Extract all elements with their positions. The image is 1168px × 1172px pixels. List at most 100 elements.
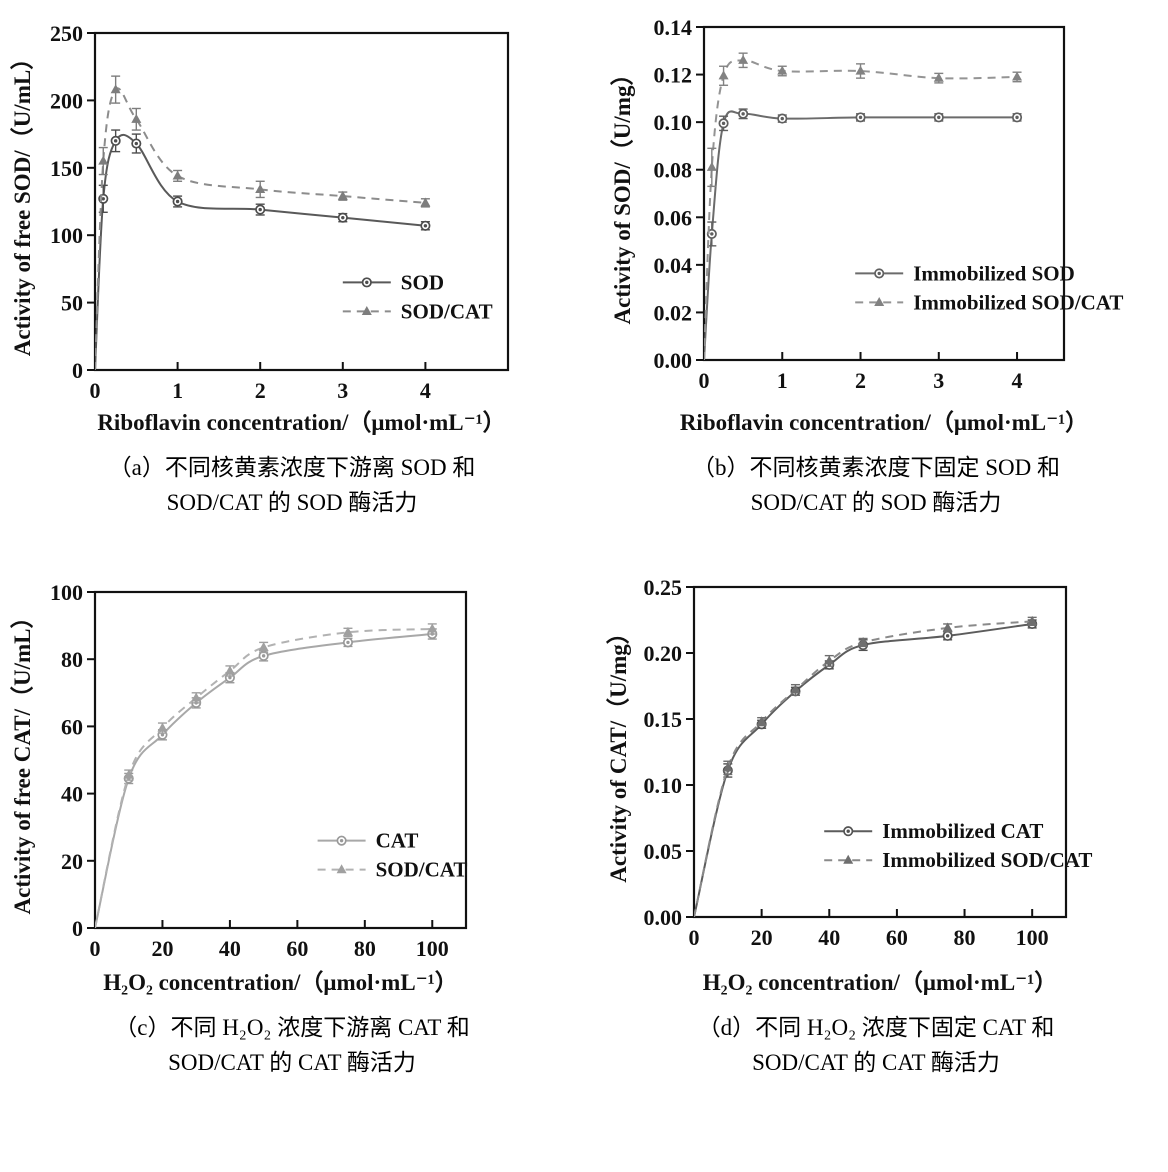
legend: Immobilized CAT Immobilized SOD/CAT <box>824 819 1092 872</box>
series-solid <box>694 622 1033 917</box>
circle-marker-dot <box>134 141 138 146</box>
error-bars <box>723 619 1037 778</box>
circle-marker-dot <box>945 634 950 638</box>
x-tick-label: 0 <box>689 925 700 950</box>
y-tick-label: 60 <box>61 714 83 739</box>
y-tick-label: 40 <box>61 782 83 807</box>
y-tick-label: 0.10 <box>654 110 693 135</box>
legend-label: Immobilized CAT <box>882 819 1043 843</box>
legend-entry: Immobilized CAT <box>824 819 1043 843</box>
markers <box>98 135 431 231</box>
triangle-marker <box>777 65 788 75</box>
triangle-marker <box>843 854 854 864</box>
triangle-marker <box>706 161 717 171</box>
error-bars <box>723 616 1037 776</box>
y-tick-label: 20 <box>61 849 83 874</box>
y-tick-label: 0 <box>72 358 83 383</box>
legend: SOD SOD/CAT <box>342 270 493 323</box>
circle-marker-dot <box>258 207 262 212</box>
legend-entry: Immobilized SOD/CAT <box>824 848 1092 872</box>
y-tick-label: 0.20 <box>644 641 683 666</box>
chart-d: 0 20 40 60 80 100 0.00 0.05 0.10 0.15 0.20 0.25 H₂O₂… <box>605 575 1092 995</box>
x-tick-label: 0 <box>90 936 101 961</box>
panel-c: 0 20 40 60 80 100 0 20 40 60 80 100 H₂O₂ concentrati… <box>0 560 584 1120</box>
x-tick-label: 0 <box>699 368 710 393</box>
triangle-marker <box>131 113 142 123</box>
caption-c: （c）不同 H₂O₂ 浓度下游离 CAT 和 SOD/CAT 的 CAT 酶活力 <box>0 1010 584 1080</box>
legend: Immobilized SOD Immobilized SOD/CAT <box>855 261 1123 314</box>
legend-label: CAT <box>376 829 419 853</box>
triangle-marker <box>420 197 431 207</box>
caption-a-line2: SOD/CAT 的 SOD 酶活力 <box>166 490 418 515</box>
y-axis: 0.00 0.05 0.10 0.15 0.20 0.25 <box>644 575 694 930</box>
circle-marker-dot <box>858 115 863 120</box>
series-line-immobilized-cat <box>694 622 1033 917</box>
y-tick-label: 0.04 <box>654 253 693 278</box>
circle-marker-dot <box>710 232 714 236</box>
series-line-sod-cat <box>95 627 433 928</box>
y-tick-label: 0.10 <box>644 773 683 798</box>
triangle-marker <box>361 305 372 315</box>
caption-b-line1: （b）不同核黄素浓度下固定 SOD 和 <box>691 455 1060 480</box>
y-tick-label: 150 <box>50 156 83 181</box>
triangle-marker <box>336 864 347 874</box>
y-tick-label: 250 <box>50 21 83 46</box>
circle-marker-dot <box>780 116 784 121</box>
x-tick-label: 100 <box>1016 925 1049 950</box>
plot-frame <box>702 25 1066 362</box>
y-tick-label: 100 <box>50 580 83 605</box>
panel-a: 0 1 2 3 4 0 50 100 150 200 250 Riboflavin concentra… <box>0 0 584 560</box>
circle-marker-dot <box>228 675 232 680</box>
y-axis-title: Activity of CAT/（U/mg） <box>605 621 631 882</box>
x-tick-label: 4 <box>1012 368 1023 393</box>
panel-d: 0 20 40 60 80 100 0.00 0.05 0.10 0.15 0.20 0.25 H₂O₂… <box>584 560 1168 1120</box>
x-tick-label: 80 <box>354 936 376 961</box>
markers <box>98 84 431 207</box>
series-solid <box>95 133 426 370</box>
markers <box>706 54 1023 171</box>
circle-marker-dot <box>1015 115 1019 120</box>
triangle-marker <box>738 54 749 64</box>
series-dashed <box>704 59 1018 360</box>
y-tick-label: 80 <box>61 647 83 672</box>
y-tick-label: 200 <box>50 88 83 113</box>
legend-label: SOD/CAT <box>401 299 493 323</box>
series-solid <box>95 633 433 928</box>
x-tick-label: 40 <box>219 936 241 961</box>
y-axis: 0 20 40 60 80 100 <box>50 580 95 941</box>
triangle-marker <box>258 642 269 652</box>
caption-b-line2: SOD/CAT 的 SOD 酶活力 <box>750 490 1002 515</box>
series-dashed <box>95 627 433 928</box>
triangle-marker <box>224 665 235 675</box>
panel-b: 0 1 2 3 4 0.00 0.02 0.04 0.06 0.08 0.10 0.12 0.14 Rib… <box>584 0 1168 560</box>
triangle-marker <box>98 155 109 165</box>
series-line-sod-cat <box>95 87 426 370</box>
legend-label: Immobilized SOD <box>913 261 1075 285</box>
circle-marker-dot <box>365 280 369 285</box>
markers <box>123 623 438 779</box>
x-tick-label: 1 <box>172 378 183 403</box>
triangle-marker <box>172 170 183 180</box>
y-tick-label: 50 <box>61 291 83 316</box>
circle-marker-dot <box>423 224 428 228</box>
error-bars <box>124 623 437 781</box>
triangle-marker <box>191 692 202 702</box>
y-tick-label: 0.14 <box>654 15 693 40</box>
circle-marker-dot <box>261 654 266 658</box>
legend-label: SOD <box>401 270 444 294</box>
x-axis: 0 1 2 3 4 <box>699 352 1023 393</box>
legend-label: Immobilized SOD/CAT <box>913 290 1123 314</box>
x-axis: 0 1 2 3 4 <box>90 362 431 403</box>
y-axis-title: Activity of SOD/（U/mg） <box>609 63 635 325</box>
circle-marker-dot <box>846 829 850 833</box>
series-line-cat <box>95 633 433 928</box>
x-tick-label: 1 <box>777 368 788 393</box>
markers <box>722 615 1038 772</box>
circle-marker-dot <box>937 115 941 120</box>
triangle-marker <box>933 72 944 82</box>
x-axis-title: H₂O₂ concentration/（μmol·mL⁻¹） <box>703 969 1057 995</box>
x-tick-label: 80 <box>954 925 976 950</box>
x-tick-label: 4 <box>420 378 431 403</box>
y-tick-label: 0.06 <box>654 205 693 230</box>
